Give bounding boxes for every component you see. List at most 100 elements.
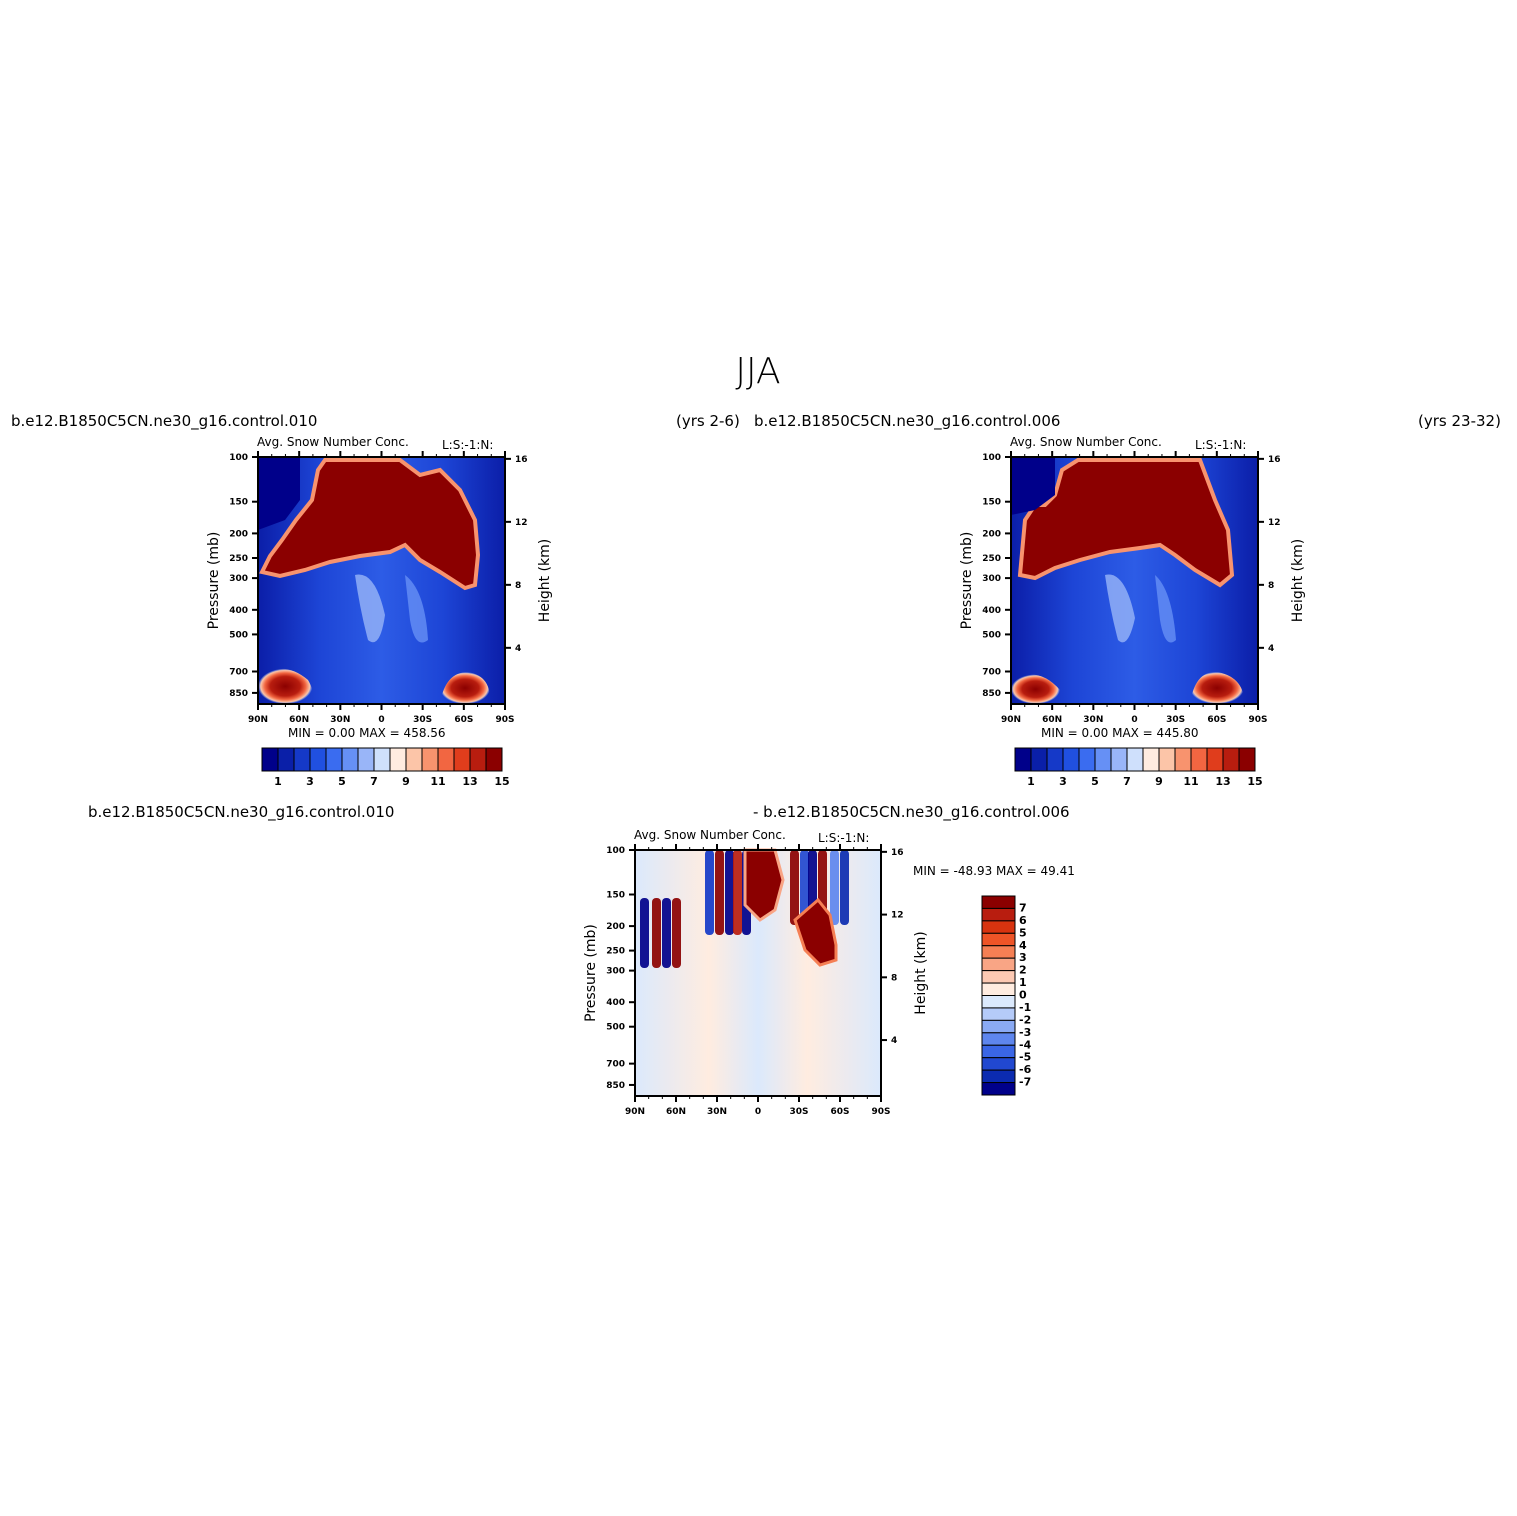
upper-left-low: [258, 457, 300, 530]
mid-light-plume-2: [1155, 575, 1176, 643]
colorbar-box: [981, 1082, 1016, 1096]
colorbar-label: -1: [1019, 1001, 1031, 1014]
x-tick-label: 90N: [625, 1107, 645, 1117]
y2-tick-label: 12: [515, 518, 528, 528]
case-label-left: b.e12.B1850C5CN.ne30_g16.control.010: [88, 803, 394, 822]
x-tick-label: 60S: [454, 715, 473, 725]
years-label: (yrs 2-6): [676, 412, 740, 430]
x-tick-label: 30S: [413, 715, 432, 725]
colorbar-box: [1142, 747, 1160, 772]
x-tick-label: 60N: [1042, 715, 1062, 725]
diff-band: [662, 898, 671, 968]
plot-area: [1010, 456, 1259, 705]
y2-tick-label: 4: [515, 644, 521, 654]
colorbar-box: [981, 932, 1016, 947]
mid-light-plume-2: [405, 575, 428, 643]
minmax-label: MIN = 0.00 MAX = 458.56: [288, 726, 446, 740]
colorbar-box: [981, 970, 1016, 984]
chart-subtitle: Avg. Snow Number Conc.: [634, 828, 786, 842]
x-tick-label: 30N: [330, 715, 350, 725]
x-tick-label: 0: [378, 715, 384, 725]
colorbar-box: [1110, 747, 1128, 772]
y2-tick-label: 12: [1268, 518, 1281, 528]
colorbar-box: [1014, 747, 1032, 772]
colorbar-label: 5: [1091, 775, 1099, 788]
colorbar-label: -6: [1019, 1063, 1032, 1076]
colorbar-box: [1062, 747, 1080, 772]
diff-band: [830, 850, 839, 925]
colorbar-box: [309, 747, 327, 772]
upper-snow-field: [1017, 458, 1235, 588]
colorbar-box: [341, 747, 359, 772]
colorbar-label: 9: [1155, 775, 1163, 788]
diff-band: [640, 898, 649, 968]
x-tick-label: 60S: [1207, 715, 1226, 725]
colorbar-box: [1222, 747, 1240, 772]
y-tick-label: 400: [982, 606, 1001, 616]
x-tick-label: 60S: [830, 1107, 849, 1117]
colorbar-box: [277, 747, 295, 772]
colorbar-label: -4: [1019, 1038, 1032, 1051]
colorbar-box: [981, 907, 1016, 922]
y-tick-label: 700: [606, 1060, 625, 1070]
colorbar-box: [981, 995, 1016, 1009]
colorbar-box: [981, 1019, 1016, 1034]
colorbar-label: 15: [1247, 775, 1262, 788]
y-tick-label: 400: [229, 606, 248, 616]
y-tick-label: 850: [606, 1081, 625, 1091]
y-axis-title: Pressure (mb): [959, 532, 975, 630]
y2-tick-label: 16: [515, 455, 528, 465]
years-label: (yrs 23-32): [1418, 412, 1501, 430]
plot-area: [257, 456, 506, 705]
diff-band: [652, 898, 661, 968]
y-tick-label: 300: [982, 574, 1001, 584]
colorbar-box: [981, 920, 1016, 934]
diff-band: [800, 850, 809, 925]
x-tick-label: 60N: [666, 1107, 686, 1117]
y-tick-label: 850: [982, 689, 1001, 699]
diff-band: [715, 850, 724, 935]
y2-tick-label: 8: [891, 973, 897, 983]
y-tick-label: 250: [606, 947, 625, 957]
axes: 90N 60N 30N 0 30S 60S 90S 100 150 200 250 300 400 500…: [583, 844, 929, 1117]
colorbar-box: [1238, 747, 1256, 772]
colorbar-box: [421, 747, 439, 772]
upper-difference-bands: [640, 850, 849, 968]
axes: 90N 60N 30N 0 30S 60S 90S 100 150 200 250 300 400 500…: [206, 451, 553, 725]
y-tick-label: 300: [229, 574, 248, 584]
colorbar-box: [325, 747, 343, 772]
colorbar-label: 4: [1019, 939, 1027, 952]
mid-light-plume: [1105, 574, 1135, 643]
colorbar-box: [981, 1007, 1016, 1021]
y-tick-label: 700: [229, 668, 248, 678]
colorbar-label: -5: [1019, 1051, 1031, 1064]
x-tick-label: 0: [755, 1107, 761, 1117]
lower-right-snow: [1190, 671, 1245, 704]
colorbar-label: -2: [1019, 1013, 1031, 1026]
colorbar-box: [1030, 747, 1048, 772]
x-tick-label: 30N: [1083, 715, 1103, 725]
colorbar-label: 13: [1215, 775, 1230, 788]
y-tick-label: 150: [606, 891, 625, 901]
y-tick-label: 500: [606, 1023, 625, 1033]
colorbar-box: [981, 1069, 1016, 1084]
y-tick-label: 150: [982, 498, 1001, 508]
diff-band: [840, 850, 849, 925]
y2-axis-title: Height (km): [1290, 539, 1306, 622]
x-tick-label: 60N: [289, 715, 309, 725]
colorbar-label: 1: [1019, 976, 1027, 989]
colorbar-box: [981, 895, 1016, 909]
colorbar: 1 3 5 7 9 11 13 15: [261, 747, 510, 788]
diff-band: [672, 898, 681, 968]
colorbar-label: 0: [1019, 989, 1027, 1002]
colorbar-label: 5: [1019, 926, 1027, 939]
colorbar-box: [981, 945, 1016, 959]
colorbar-label: 1: [1027, 775, 1035, 788]
y2-tick-label: 12: [891, 911, 904, 921]
colorbar-box: [981, 982, 1016, 996]
case-label: b.e12.B1850C5CN.ne30_g16.control.010: [11, 412, 317, 431]
y2-axis-title: Height (km): [537, 539, 553, 622]
diff-positive-south: [793, 897, 838, 967]
y-axis-title: Pressure (mb): [206, 532, 222, 630]
